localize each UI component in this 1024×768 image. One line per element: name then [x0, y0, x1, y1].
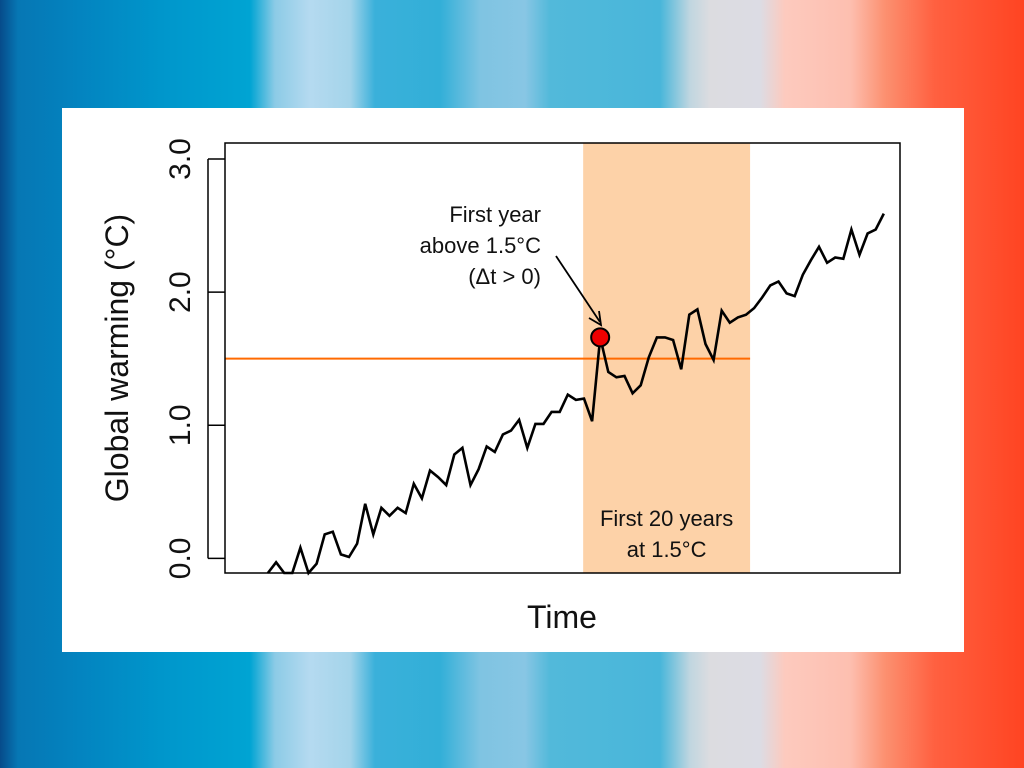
y-tick-label: 2.0 [164, 271, 197, 313]
y-axis-label: Global warming (°C) [99, 214, 135, 502]
arrow-head-icon [588, 310, 603, 327]
plot-frame [224, 142, 901, 574]
y-tick-label: 0.0 [164, 537, 197, 579]
x-axis-label: Time [527, 599, 597, 635]
highlight-point [590, 327, 611, 348]
annotation-line2: above 1.5°C [420, 233, 541, 258]
series-line [266, 213, 885, 576]
chart-panel [62, 108, 964, 652]
y-axis: 0.0 1.0 2.0 3.0 [164, 138, 225, 579]
band-label-line1: First 20 years [600, 506, 733, 531]
annotation-arrow [555, 255, 601, 323]
annotation-line1: First year [449, 202, 541, 227]
annotation-line3: (Δt > 0) [468, 264, 541, 289]
band-label-line2: at 1.5°C [627, 537, 707, 562]
y-tick-label: 1.0 [164, 404, 197, 446]
y-tick-label: 3.0 [164, 138, 197, 180]
